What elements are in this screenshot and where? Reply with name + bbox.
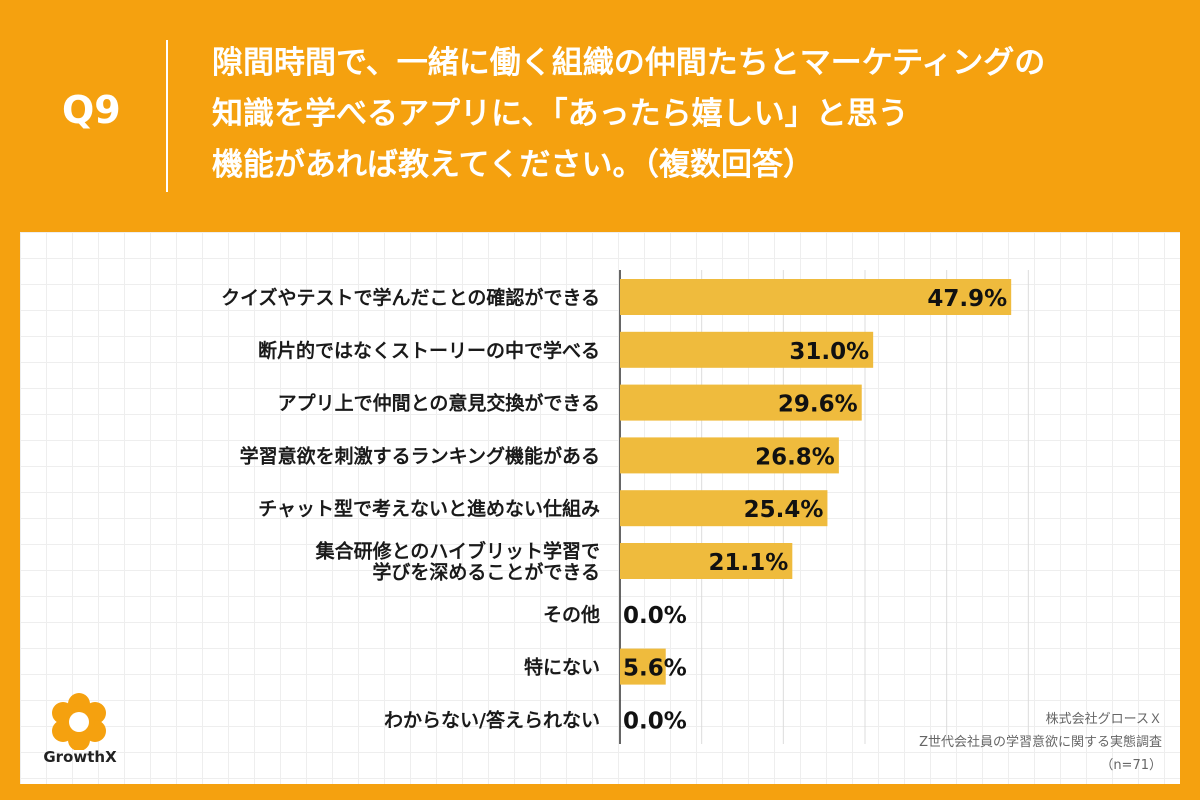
question-number: Q9 (62, 88, 121, 132)
data-label-3: 26.8% (755, 444, 835, 470)
question-line-1: 隙間時間で、一緒に働く組織の仲間たちとマーケティングの (212, 45, 1046, 81)
category-label-5-0: 集合研修とのハイブリット学習で (315, 540, 600, 563)
question-text: 隙間時間で、一緒に働く組織の仲間たちとマーケティングの 知識を学べるアプリに、「… (212, 38, 1172, 191)
question-line-2: 知識を学べるアプリに、「あったら嬉しい」と思う (212, 96, 909, 132)
source-sample: （n=71） (1100, 758, 1162, 773)
data-label-4: 25.4% (744, 497, 824, 523)
category-label-7: 特にない (524, 657, 600, 679)
data-label-6: 0.0% (623, 603, 687, 629)
category-label-6: その他 (543, 603, 600, 626)
bar-1 (620, 331, 874, 368)
source-note: 株式会社グロースＸ Z世代会社員の学習意欲に関する実態調査 （n=71） (860, 708, 1162, 777)
bar-4 (620, 490, 828, 527)
bar-5 (620, 543, 793, 579)
data-label-8: 0.0% (623, 708, 687, 734)
bar-chart: 47.9% クイズやテストで学んだことの確認ができる 31.0% 断片的ではなくストー… (221, 270, 1029, 744)
data-label-0: 47.9% (927, 286, 1007, 312)
header-divider (166, 40, 168, 192)
category-label-2: アプリ上で仲間との意見交換ができる (278, 392, 600, 415)
category-label-3: 学習意欲を刺激するランキング機能がある (240, 444, 600, 467)
category-label-8: わからない/答えられない (384, 708, 600, 731)
brand-logo: GrowthX (24, 690, 134, 770)
question-line-3: 機能があれば教えてください。（複数回答） (212, 147, 815, 183)
question-header: Q9 隙間時間で、一緒に働く組織の仲間たちとマーケティングの 知識を学べるアプリ… (0, 0, 1200, 230)
source-company: 株式会社グロースＸ (1045, 712, 1162, 727)
bar-2 (620, 384, 862, 421)
data-label-2: 29.6% (778, 392, 858, 418)
category-label-4: チャット型で考えないと進めない仕組み (258, 497, 600, 520)
bar-3 (620, 437, 839, 474)
growthx-logo-icon (52, 693, 106, 751)
category-label-1: 断片的ではなくストーリーの中で学べる (258, 339, 600, 362)
logo-text: GrowthX (43, 748, 117, 766)
bar-0 (620, 279, 1012, 315)
data-label-7: 5.6% (623, 656, 687, 682)
data-label-1: 31.0% (789, 339, 869, 365)
bar-7 (620, 648, 666, 685)
category-label-0: クイズやテストで学んだことの確認ができる (221, 286, 600, 309)
category-label-5-1: 学びを深めることができる (372, 561, 600, 584)
chart-panel: 47.9% クイズやテストで学んだことの確認ができる 31.0% 断片的ではなくストー… (20, 232, 1180, 784)
data-label-5: 21.1% (709, 550, 789, 576)
source-survey: Z世代会社員の学習意欲に関する実態調査 (919, 735, 1162, 750)
